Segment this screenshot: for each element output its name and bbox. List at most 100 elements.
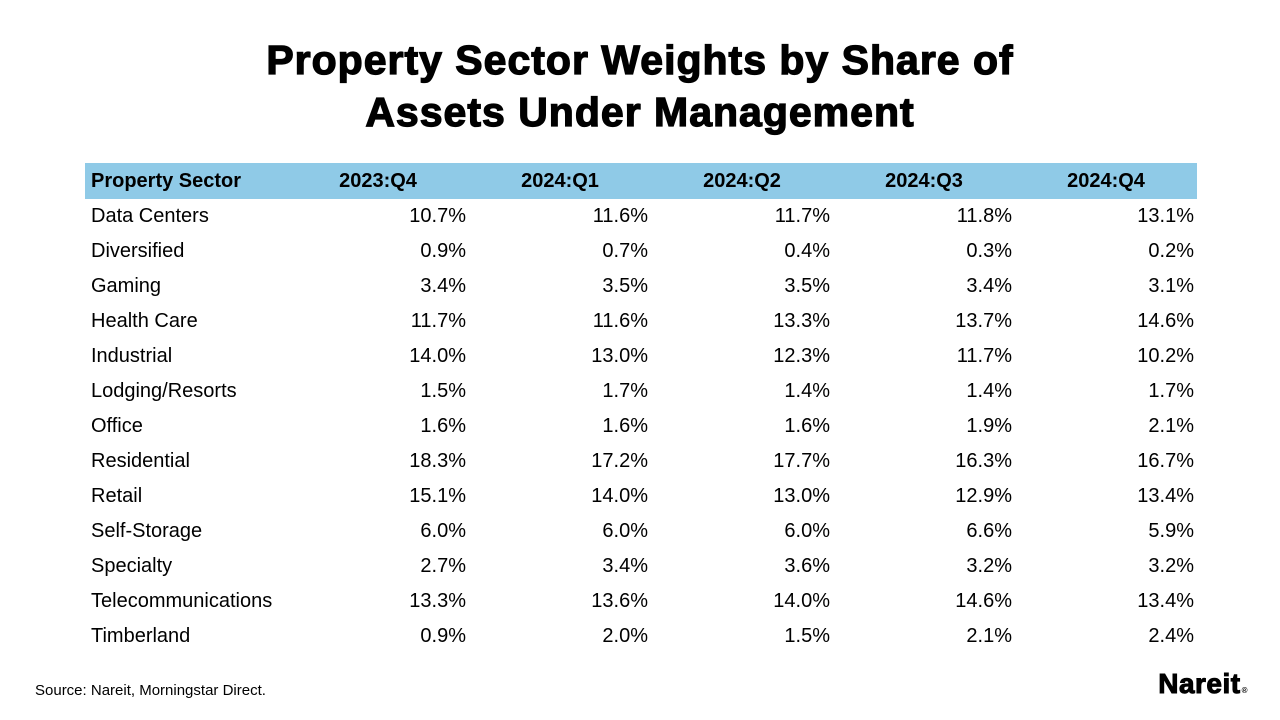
value-cell: 6.0% <box>602 520 648 542</box>
sector-cell: Specialty <box>91 555 173 577</box>
table-row: Industrial 14.0% 13.0% 12.3% 11.7% 10.2% <box>85 339 1197 374</box>
value-cell: 3.5% <box>784 275 830 297</box>
value-cell: 2.1% <box>966 625 1012 647</box>
value-cell: 14.0% <box>409 345 466 367</box>
sector-cell: Data Centers <box>91 205 209 227</box>
value-cell: 11.7% <box>410 310 466 332</box>
value-cell: 13.4% <box>1137 485 1194 507</box>
value-cell: 3.4% <box>966 275 1012 297</box>
value-cell: 13.0% <box>591 345 648 367</box>
sector-cell: Gaming <box>91 275 162 297</box>
table-row: Data Centers 10.7% 11.6% 11.7% 11.8% 13.1% <box>85 199 1197 234</box>
sector-cell: Diversified <box>91 240 185 262</box>
sector-cell: Timberland <box>91 625 191 647</box>
value-cell: 0.9% <box>420 625 466 647</box>
sector-cell: Health Care <box>91 310 198 332</box>
value-cell: 13.0% <box>773 485 830 507</box>
table-row: Telecommunications 13.3% 13.6% 14.0% 14.6% 13… <box>85 584 1197 619</box>
table-row: Diversified 0.9% 0.7% 0.4% 0.3% 0.2% <box>85 234 1197 269</box>
value-cell: 5.9% <box>1148 520 1194 542</box>
column-header-quarter: 2023:Q4 <box>287 163 469 199</box>
value-cell: 6.0% <box>420 520 466 542</box>
value-cell: 14.6% <box>1137 310 1194 332</box>
value-cell: 17.7% <box>773 450 830 472</box>
value-cell: 2.7% <box>420 555 466 577</box>
value-cell: 3.2% <box>966 555 1012 577</box>
property-sector-weights-table: Property Sector 2023:Q4 2024:Q1 2024:Q2 2024… <box>85 163 1197 654</box>
value-cell: 6.0% <box>784 520 830 542</box>
column-header-sector: Property Sector <box>85 163 287 199</box>
value-cell: 3.6% <box>784 555 830 577</box>
value-cell: 13.4% <box>1137 590 1194 612</box>
sector-cell: Office <box>91 415 143 437</box>
value-cell: 0.7% <box>602 240 648 262</box>
value-cell: 18.3% <box>409 450 466 472</box>
value-cell: 2.1% <box>1148 415 1194 437</box>
registered-trademark-icon: ® <box>1241 686 1248 695</box>
sector-cell: Telecommunications <box>91 590 273 612</box>
table-row: Lodging/Resorts 1.5% 1.7% 1.4% 1.4% 1.7% <box>85 374 1197 409</box>
value-cell: 16.3% <box>955 450 1012 472</box>
value-cell: 1.5% <box>784 625 830 647</box>
value-cell: 1.4% <box>966 380 1012 402</box>
value-cell: 1.6% <box>784 415 830 437</box>
value-cell: 11.7% <box>956 345 1012 367</box>
value-cell: 1.9% <box>966 415 1012 437</box>
nareit-logo-text: Nareit <box>1158 668 1241 700</box>
value-cell: 1.6% <box>602 415 648 437</box>
table-row: Retail 15.1% 14.0% 13.0% 12.9% 13.4% <box>85 479 1197 514</box>
sector-cell: Lodging/Resorts <box>91 380 237 402</box>
page-title-line1: Property Sector Weights by Share of <box>266 36 1014 83</box>
value-cell: 2.4% <box>1148 625 1194 647</box>
table-row: Residential 18.3% 17.2% 17.7% 16.3% 16.7% <box>85 444 1197 479</box>
value-cell: 12.3% <box>773 345 830 367</box>
value-cell: 17.2% <box>591 450 648 472</box>
value-cell: 11.6% <box>592 310 648 332</box>
value-cell: 10.2% <box>1137 345 1194 367</box>
nareit-logo: Nareit® <box>1158 668 1248 700</box>
value-cell: 13.1% <box>1137 205 1194 227</box>
table-header: Property Sector 2023:Q4 2024:Q1 2024:Q2 2024… <box>85 163 1197 199</box>
value-cell: 1.7% <box>1148 380 1194 402</box>
value-cell: 10.7% <box>409 205 466 227</box>
value-cell: 1.7% <box>602 380 648 402</box>
value-cell: 2.0% <box>602 625 648 647</box>
value-cell: 13.7% <box>955 310 1012 332</box>
sector-cell: Self-Storage <box>91 520 203 542</box>
value-cell: 15.1% <box>409 485 466 507</box>
sector-cell: Industrial <box>91 345 173 367</box>
value-cell: 3.4% <box>602 555 648 577</box>
value-cell: 0.9% <box>420 240 466 262</box>
column-header-quarter: 2024:Q2 <box>651 163 833 199</box>
table-row: Self-Storage 6.0% 6.0% 6.0% 6.6% 5.9% <box>85 514 1197 549</box>
page-title-line2: Assets Under Management <box>365 88 915 135</box>
table-row: Gaming 3.4% 3.5% 3.5% 3.4% 3.1% <box>85 269 1197 304</box>
table-row: Timberland 0.9% 2.0% 1.5% 2.1% 2.4% <box>85 619 1197 654</box>
table-row: Specialty 2.7% 3.4% 3.6% 3.2% 3.2% <box>85 549 1197 584</box>
value-cell: 14.6% <box>955 590 1012 612</box>
value-cell: 3.2% <box>1148 555 1194 577</box>
value-cell: 13.3% <box>409 590 466 612</box>
value-cell: 3.5% <box>602 275 648 297</box>
table-row: Office 1.6% 1.6% 1.6% 1.9% 2.1% <box>85 409 1197 444</box>
value-cell: 0.3% <box>966 240 1012 262</box>
table-header-row: Property Sector 2023:Q4 2024:Q1 2024:Q2 2024… <box>85 163 1197 199</box>
column-header-quarter: 2024:Q3 <box>833 163 1015 199</box>
value-cell: 11.8% <box>956 205 1012 227</box>
value-cell: 11.6% <box>592 205 648 227</box>
value-cell: 13.6% <box>591 590 648 612</box>
value-cell: 1.4% <box>784 380 830 402</box>
value-cell: 14.0% <box>773 590 830 612</box>
value-cell: 0.4% <box>784 240 830 262</box>
value-cell: 3.4% <box>420 275 466 297</box>
value-cell: 11.7% <box>774 205 830 227</box>
value-cell: 13.3% <box>773 310 830 332</box>
sector-cell: Residential <box>91 450 190 472</box>
table-body: Data Centers 10.7% 11.6% 11.7% 11.8% 13.1% Div… <box>85 199 1197 654</box>
value-cell: 14.0% <box>591 485 648 507</box>
value-cell: 0.2% <box>1148 240 1194 262</box>
value-cell: 6.6% <box>966 520 1012 542</box>
value-cell: 3.1% <box>1148 275 1194 297</box>
source-note: Source: Nareit, Morningstar Direct. <box>35 682 266 699</box>
